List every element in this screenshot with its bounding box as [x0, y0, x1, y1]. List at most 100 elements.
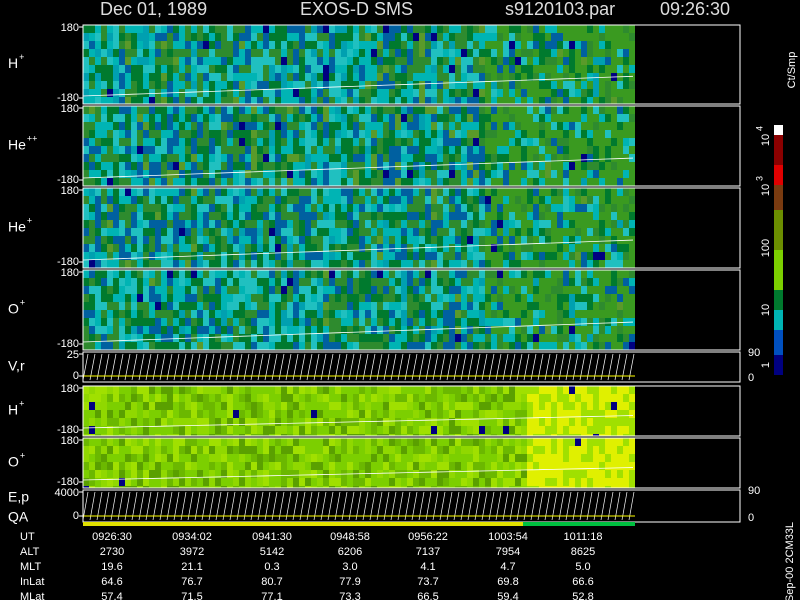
spectrogram-cell — [149, 286, 155, 294]
spectrogram-cell — [425, 486, 431, 488]
spectrogram-cell — [365, 434, 371, 436]
spectrogram-cell — [311, 97, 317, 104]
spectrogram-cell — [191, 418, 197, 426]
spectrogram-cell — [83, 244, 89, 252]
spectrogram-cell — [335, 342, 341, 350]
spectrogram-cell — [521, 244, 527, 252]
spectrogram-cell — [311, 286, 317, 294]
spectrogram-cell — [449, 478, 455, 486]
spectrogram-cell — [305, 204, 311, 212]
spectrogram-cell — [515, 252, 521, 260]
spectrogram-cell — [197, 394, 203, 402]
spectrogram-cell — [113, 302, 119, 310]
spectrogram-cell — [425, 278, 431, 286]
spectrogram-cell — [425, 244, 431, 252]
spectrogram-cell — [551, 138, 557, 146]
spectrogram-cell — [233, 65, 239, 73]
spectrogram-cell — [629, 138, 635, 146]
spectrogram-cell — [317, 486, 323, 488]
spectrogram-cell — [419, 65, 425, 73]
spectrogram-cell — [467, 236, 473, 244]
spectrogram-cell — [275, 470, 281, 478]
spectrogram-cell — [449, 228, 455, 236]
spectrogram-cell — [509, 486, 515, 488]
spectrogram-cell — [599, 170, 605, 178]
spectrogram-cell — [527, 170, 533, 178]
spectrogram-cell — [491, 122, 497, 130]
spectrogram-cell — [269, 162, 275, 170]
spectrogram-cell — [365, 57, 371, 65]
spectrogram-cell — [275, 454, 281, 462]
spectrogram-cell — [119, 318, 125, 326]
spectrogram-cell — [545, 49, 551, 57]
spectrogram-cell — [215, 318, 221, 326]
spectrogram-cell — [413, 130, 419, 138]
spectrogram-cell — [113, 73, 119, 81]
spectrogram-cell — [161, 244, 167, 252]
spectrogram-cell — [401, 270, 407, 278]
spectrogram-cell — [143, 310, 149, 318]
spectrogram-cell — [227, 470, 233, 478]
spectrogram-cell — [275, 122, 281, 130]
spectrogram-cell — [323, 342, 329, 350]
spectrogram-cell — [161, 204, 167, 212]
spectrogram-cell — [563, 138, 569, 146]
spectrogram-cell — [347, 278, 353, 286]
spectrogram-cell — [575, 386, 581, 394]
spectrogram-cell — [611, 65, 617, 73]
spectrogram-cell — [461, 342, 467, 350]
spectrogram-cell — [251, 462, 257, 470]
spectrogram-cell — [623, 138, 629, 146]
spectrogram-cell — [293, 302, 299, 310]
spectrogram-cell — [149, 196, 155, 204]
spectrogram-cell — [533, 73, 539, 81]
spectrogram-cell — [215, 97, 221, 104]
spectrogram-cell — [329, 462, 335, 470]
spectrogram-cell — [521, 334, 527, 342]
spectrogram-cell — [449, 446, 455, 454]
spectrogram-cell — [443, 114, 449, 122]
spectrogram-cell — [299, 57, 305, 65]
spectrogram-cell — [353, 410, 359, 418]
spectrogram-cell — [155, 446, 161, 454]
spectrogram-cell — [431, 334, 437, 342]
spectrogram-cell — [125, 302, 131, 310]
spectrogram-cell — [353, 462, 359, 470]
spectrogram-cell — [515, 41, 521, 49]
spectrogram-cell — [353, 426, 359, 434]
spectrogram-cell — [617, 220, 623, 228]
spectrogram-cell — [83, 270, 89, 278]
spectrogram-cell — [617, 302, 623, 310]
spectrogram-cell — [311, 402, 317, 410]
spectrogram-cell — [455, 49, 461, 57]
spectrogram-cell — [203, 114, 209, 122]
spectrogram-cell — [437, 244, 443, 252]
spectrogram-cell — [479, 434, 485, 436]
spectrogram-cell — [557, 65, 563, 73]
spectrogram-cell — [533, 188, 539, 196]
spectrogram-cell — [245, 196, 251, 204]
spectrogram-cell — [503, 478, 509, 486]
spectrogram-cell — [539, 462, 545, 470]
spectrogram-cell — [587, 410, 593, 418]
spectrogram-cell — [581, 236, 587, 244]
spectrogram-cell — [605, 97, 611, 104]
spectrogram-cell — [365, 41, 371, 49]
spectrogram-cell — [395, 394, 401, 402]
spectrogram-cell — [473, 334, 479, 342]
spectrogram-cell — [371, 446, 377, 454]
spectrogram-cell — [377, 106, 383, 114]
spectrogram-cell — [329, 204, 335, 212]
spectrogram-cell — [437, 33, 443, 41]
spectrogram-cell — [581, 334, 587, 342]
spectrogram-cell — [113, 470, 119, 478]
spectrogram-cell — [203, 106, 209, 114]
spectrogram-cell — [209, 386, 215, 394]
spectrogram-cell — [395, 178, 401, 186]
spectrogram-cell — [203, 196, 209, 204]
spectrogram-cell — [299, 434, 305, 436]
spectrogram-cell — [575, 236, 581, 244]
spectrogram-cell — [251, 41, 257, 49]
spectrogram-cell — [401, 302, 407, 310]
spectrogram-cell — [215, 196, 221, 204]
